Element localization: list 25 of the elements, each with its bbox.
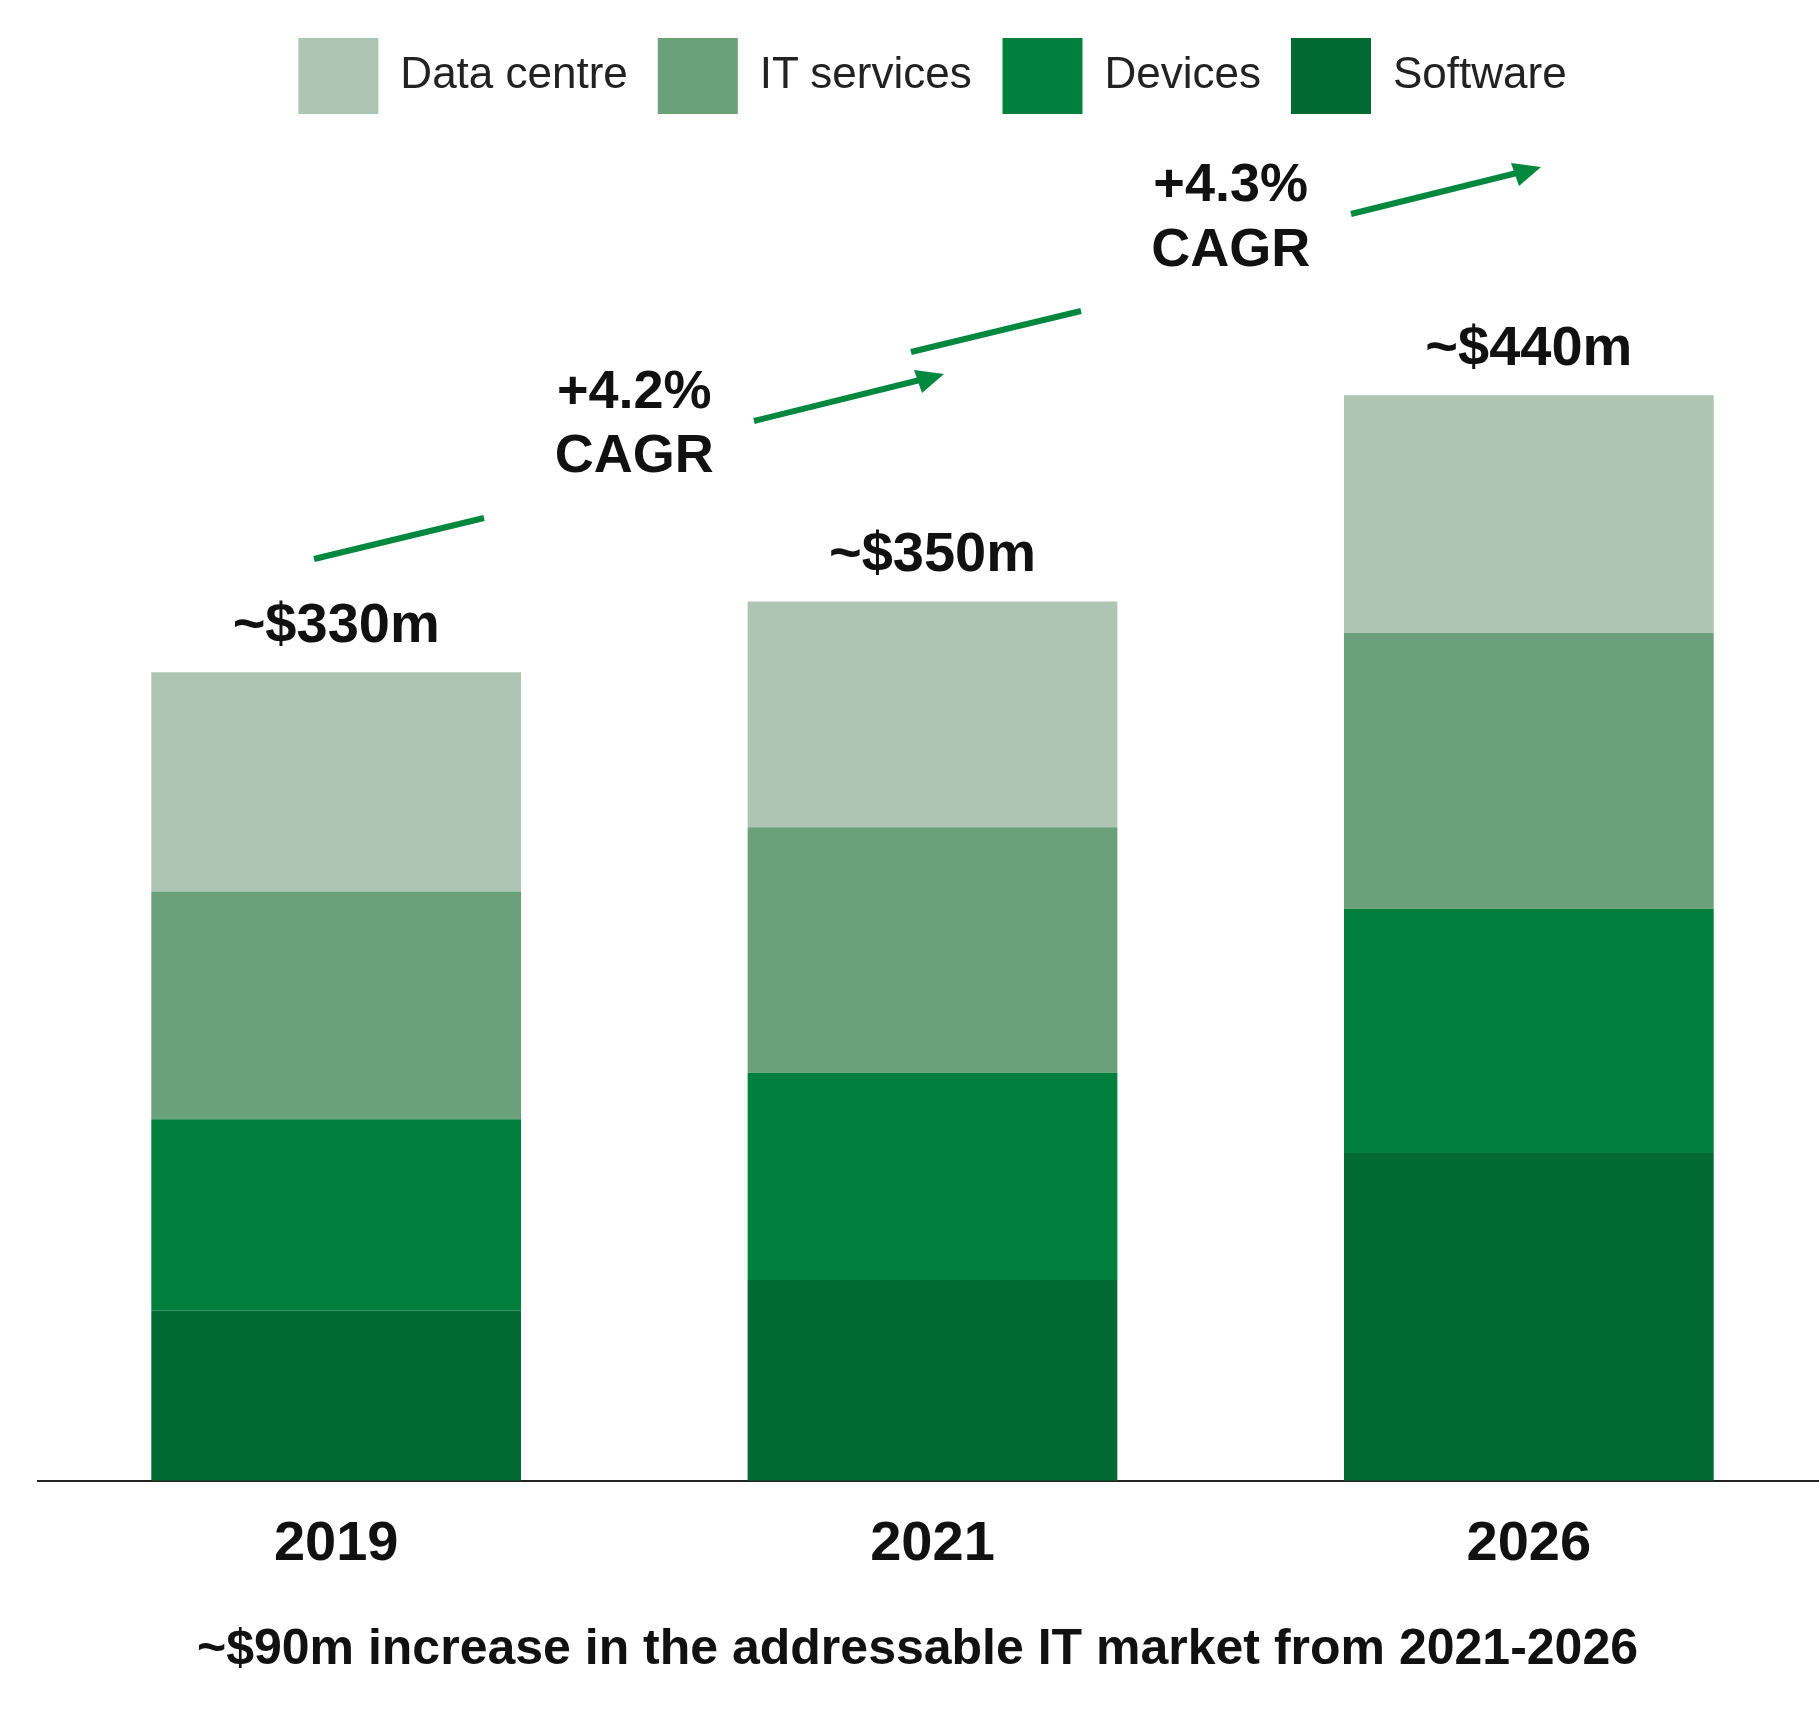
bar <box>747 827 1118 1073</box>
x-tick-label: 2026 <box>1466 1508 1592 1572</box>
bar <box>151 672 522 892</box>
bar <box>1343 1153 1714 1481</box>
text: +4.3% CAGR <box>1150 151 1312 280</box>
bar <box>1343 395 1714 634</box>
legend-label: Devices <box>1104 48 1262 98</box>
annotation: ~$440m <box>1425 313 1633 377</box>
bar <box>747 601 1118 828</box>
bar <box>747 1072 1118 1280</box>
legend-label: IT services <box>759 48 972 98</box>
bar <box>747 1279 1118 1481</box>
annotation: ~$330m <box>232 590 440 654</box>
legend-label: Data centre <box>400 48 628 98</box>
legend-label: Software <box>1393 48 1567 98</box>
bar <box>1343 633 1714 909</box>
text: ~$90m increase in the addressable IT market from 2021-2026 <box>195 1618 1639 1676</box>
bar <box>1343 908 1714 1153</box>
bar <box>151 1119 522 1311</box>
annotation: +4.2% CAGR <box>553 357 715 486</box>
annotation: ~$350m <box>828 520 1037 584</box>
x-tick-label: 2019 <box>273 1508 399 1572</box>
bar <box>151 1310 522 1481</box>
bar <box>151 891 522 1120</box>
x-tick-label: 2021 <box>870 1508 995 1572</box>
